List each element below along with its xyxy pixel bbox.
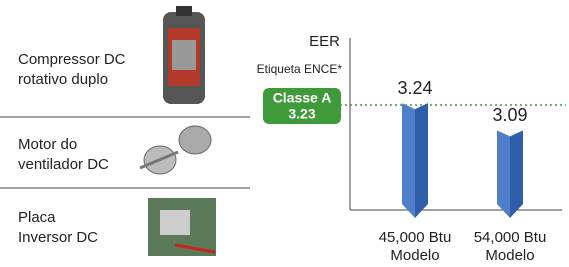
bar-side bbox=[510, 130, 523, 218]
x-sublabel: Modelo bbox=[485, 247, 534, 262]
bar bbox=[497, 130, 510, 218]
feature-label: Placa bbox=[18, 209, 56, 226]
x-sublabel: Modelo bbox=[390, 247, 439, 262]
value-label: 3.24 bbox=[397, 78, 432, 98]
compressor-image bbox=[163, 6, 205, 104]
page-svg: Compressor DC rotativo duplo Motor do venti… bbox=[0, 0, 569, 262]
bar-side bbox=[415, 103, 428, 218]
feature-label: rotativo duplo bbox=[18, 71, 108, 88]
value-label: 3.09 bbox=[492, 105, 527, 125]
board-image bbox=[148, 198, 216, 256]
reference-value: 3.23 bbox=[288, 106, 315, 122]
feature-label: ventilador DC bbox=[18, 156, 109, 173]
motor-image bbox=[140, 126, 211, 174]
x-tick-label: 45,000 Btu bbox=[379, 229, 452, 246]
feature-label: Compressor DC bbox=[18, 51, 126, 68]
page: Compressor DC rotativo duplo Motor do venti… bbox=[0, 0, 569, 267]
reference-caption: Etiqueta ENCE* bbox=[257, 62, 343, 76]
x-tick-label: 54,000 Btu bbox=[474, 229, 547, 246]
feature-label: Motor do bbox=[18, 136, 77, 153]
bar bbox=[402, 103, 415, 218]
reference-name: Classe A bbox=[273, 90, 332, 106]
feature-label: Inversor DC bbox=[18, 229, 98, 246]
y-axis-label: EER bbox=[309, 33, 340, 50]
